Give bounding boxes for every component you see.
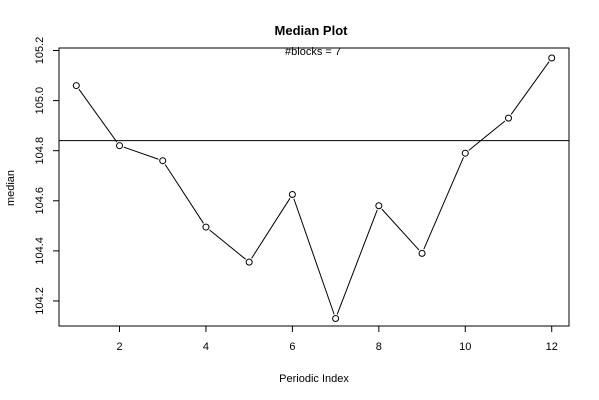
series-line-segment [381, 208, 420, 251]
series-line-segment [164, 164, 204, 224]
y-tick-label: 104.8 [34, 137, 46, 165]
series-line-segment [251, 198, 291, 259]
series-line-segment [293, 198, 335, 315]
y-axis: 104.2 104.4 104.6 104.8 105.0 105.2 [34, 37, 59, 315]
x-axis-label: Periodic Index [279, 373, 349, 385]
plot-area-box [58, 47, 570, 327]
data-point [461, 149, 469, 157]
data-point [288, 191, 296, 199]
data-point [332, 314, 340, 322]
series-group [72, 54, 556, 322]
series-line-segment [423, 157, 464, 250]
data-point [72, 82, 80, 90]
data-point [159, 157, 167, 165]
x-axis: 2 4 6 8 10 12 [116, 326, 558, 353]
chart-subtitle: #blocks = 7 [285, 46, 341, 58]
y-tick-label: 104.4 [34, 237, 46, 265]
chart-title: Median Plot [275, 23, 349, 38]
y-tick-label: 105.0 [34, 87, 46, 115]
x-tick-label: 10 [459, 341, 471, 353]
y-axis-label: median [5, 170, 17, 206]
data-point [375, 202, 383, 210]
x-tick-label: 4 [203, 341, 209, 353]
series-line-segment [336, 209, 378, 315]
series-line-segment [510, 61, 550, 115]
data-point [504, 114, 512, 122]
y-tick-label: 104.6 [34, 187, 46, 215]
series-line-segment [468, 120, 506, 151]
y-tick-label: 104.2 [34, 287, 46, 315]
data-point [116, 142, 124, 150]
series-line-segment [209, 229, 246, 260]
data-point [245, 258, 253, 266]
data-point [202, 223, 210, 231]
data-point [418, 249, 426, 257]
x-tick-label: 8 [376, 341, 382, 353]
y-tick-label: 105.2 [34, 37, 46, 65]
series-line-segment [78, 88, 118, 143]
series-line-segment [123, 146, 159, 160]
x-tick-label: 12 [546, 341, 558, 353]
x-tick-label: 6 [289, 341, 295, 353]
x-tick-label: 2 [116, 341, 122, 353]
data-point [548, 54, 556, 62]
